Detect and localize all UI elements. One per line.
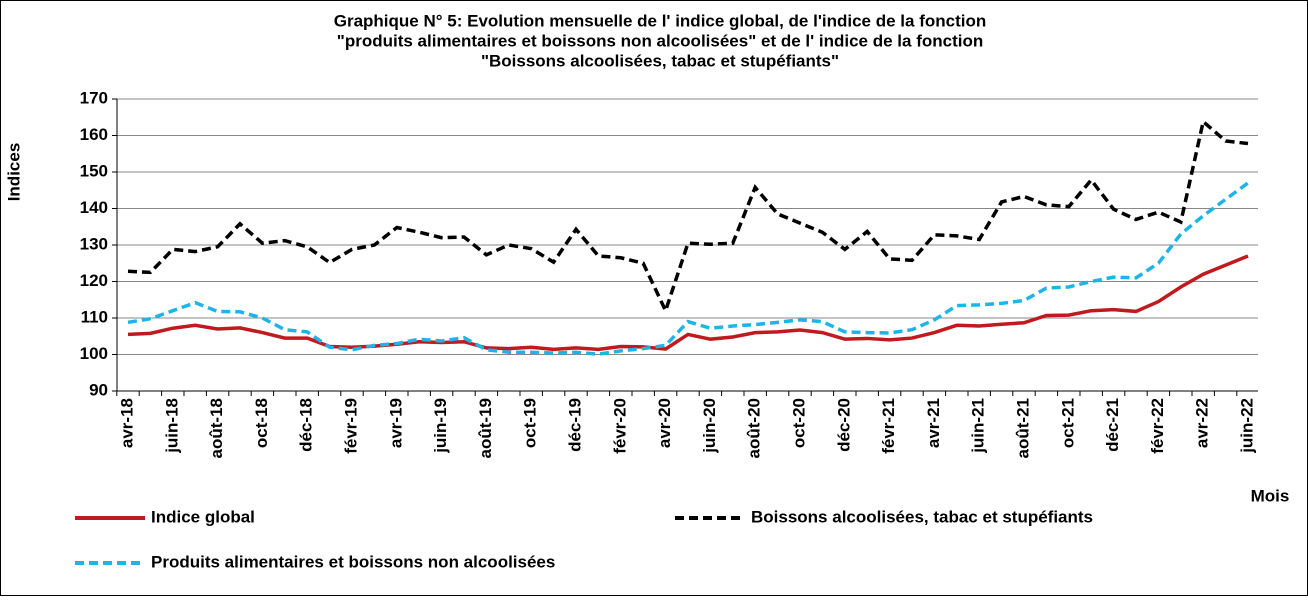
x-axis-label: Mois (1251, 486, 1290, 505)
x-tick-label: oct-20 (789, 398, 808, 448)
x-tick-label: avr-21 (924, 398, 943, 448)
y-tick-label: 120 (80, 271, 108, 290)
series-line (127, 181, 1250, 356)
chart-title: Graphique N° 5: Evolution mensuelle de l… (334, 11, 986, 30)
x-tick-label: févr-22 (1148, 398, 1167, 454)
x-tick-label: août-18 (207, 398, 226, 458)
series-line (127, 118, 1249, 316)
chart-title: "produits alimentaires et boissons non a… (337, 31, 983, 50)
y-tick-label: 130 (80, 234, 108, 253)
x-tick-label: déc-18 (297, 398, 316, 452)
x-tick-label: oct-21 (1058, 398, 1077, 448)
y-tick-label: 150 (80, 161, 108, 180)
x-tick-label: févr-19 (341, 398, 360, 454)
y-tick-label: 90 (89, 380, 108, 399)
y-tick-label: 160 (80, 125, 108, 144)
x-tick-label: déc-21 (1103, 398, 1122, 452)
x-tick-label: août-21 (1013, 398, 1032, 458)
x-tick-label: oct-19 (521, 398, 540, 448)
y-tick-label: 110 (81, 307, 108, 326)
x-tick-label: avr-20 (655, 398, 674, 448)
x-tick-label: déc-19 (565, 398, 584, 452)
x-tick-label: oct-18 (252, 398, 271, 448)
x-tick-label: avr-19 (386, 398, 405, 448)
x-tick-label: juin-22 (1237, 398, 1256, 454)
x-tick-label: août-20 (745, 398, 764, 458)
y-tick-label: 140 (80, 198, 108, 217)
x-tick-label: avr-22 (1193, 398, 1212, 448)
x-tick-label: févr-20 (610, 398, 629, 454)
y-tick-label: 100 (80, 344, 108, 363)
y-tick-label: 170 (80, 88, 108, 107)
x-tick-label: juin-21 (969, 398, 988, 454)
series-line (127, 254, 1249, 352)
legend-label: Boissons alcoolisées, tabac et stupéfian… (751, 507, 1093, 526)
chart-title: "Boissons alcoolisées, tabac et stupéfia… (481, 51, 839, 70)
x-tick-label: juin-20 (700, 398, 719, 454)
x-tick-label: févr-21 (879, 398, 898, 454)
legend-label: Indice global (151, 507, 255, 526)
x-tick-label: avr-18 (117, 398, 136, 448)
legend-label: Produits alimentaires et boissons non al… (151, 552, 555, 571)
x-tick-label: août-19 (476, 398, 495, 458)
x-tick-label: déc-20 (834, 398, 853, 452)
x-tick-label: juin-19 (431, 398, 450, 454)
x-tick-label: juin-18 (162, 398, 181, 454)
y-axis-label: Indices (4, 143, 23, 202)
